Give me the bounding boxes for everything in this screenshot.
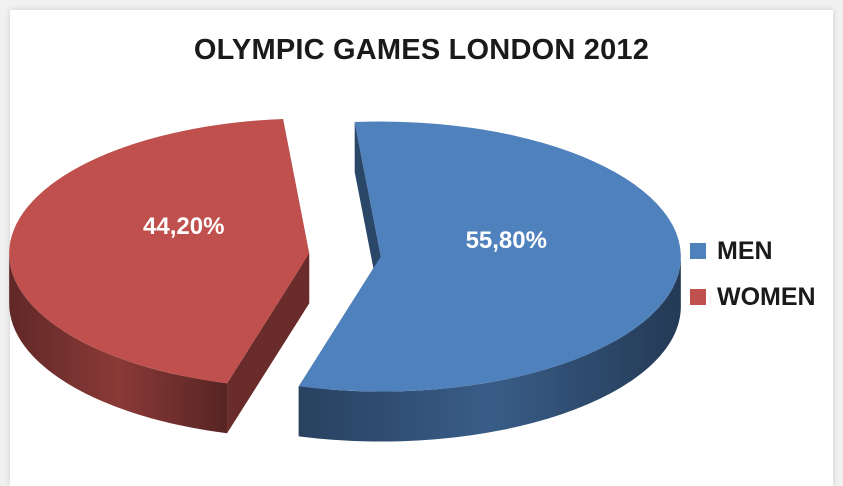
data-label-men: 55,80% <box>466 227 547 254</box>
legend-item-women: WOMEN <box>690 283 816 311</box>
slice-men-side <box>298 256 681 442</box>
slice-men-face-start <box>354 122 381 307</box>
legend: MEN WOMEN <box>690 237 816 332</box>
legend-label-women: WOMEN <box>717 282 816 311</box>
slice-women-side <box>9 253 228 434</box>
legend-item-men: MEN <box>690 237 816 265</box>
slice-women-face-start <box>227 253 310 434</box>
legend-swatch-men <box>690 243 706 259</box>
slice-women <box>9 118 310 384</box>
slice-men <box>298 121 681 392</box>
data-label-women: 44,20% <box>143 213 224 240</box>
legend-label-men: MEN <box>717 236 773 265</box>
legend-swatch-women <box>690 289 706 305</box>
chart-title: OLYMPIC GAMES LONDON 2012 <box>193 34 650 66</box>
